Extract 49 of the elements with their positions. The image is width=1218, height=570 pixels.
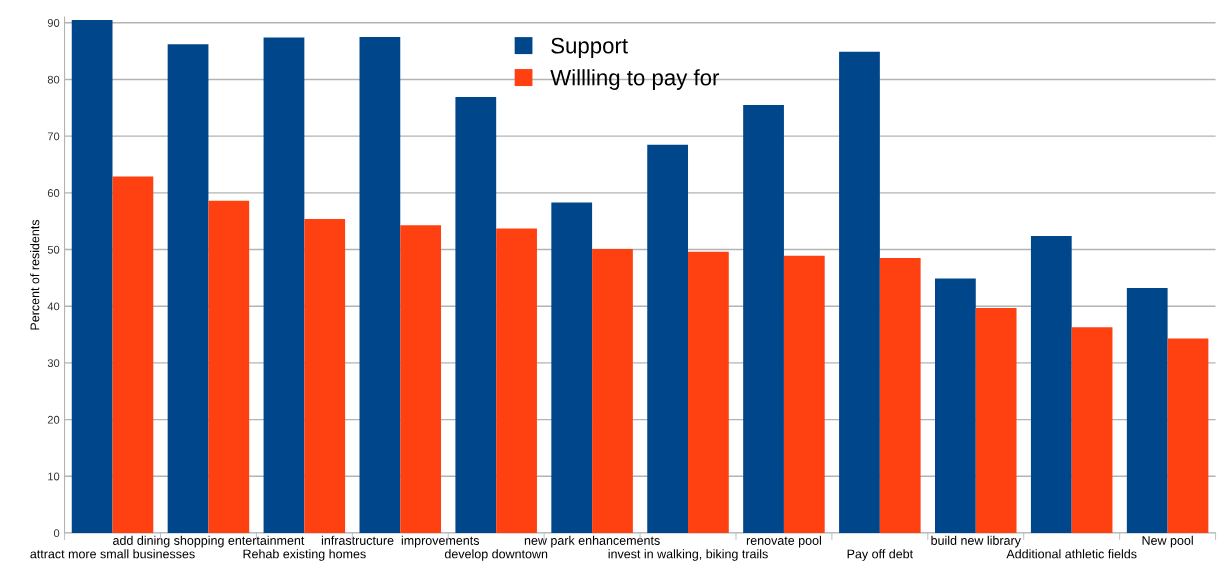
y-tick-label: 80	[47, 75, 60, 84]
bar	[1071, 327, 1113, 533]
x-tick-label: Rehab existing homes	[243, 549, 366, 561]
y-tick-label: 20	[47, 415, 60, 424]
bar	[263, 37, 305, 533]
y-tick-label: 30	[47, 359, 60, 368]
y-axis-title: Percent of residents	[30, 219, 40, 330]
y-tick-label: 40	[47, 302, 60, 311]
bar	[1126, 288, 1168, 533]
bar	[783, 255, 825, 533]
x-tick-label: renovate pool	[746, 535, 821, 548]
x-tick-label: develop downtown	[444, 549, 548, 561]
bar	[400, 225, 442, 533]
y-tick-label: 70	[47, 132, 60, 141]
bar	[496, 228, 537, 533]
x-tick-label: infrastructure improvements	[321, 535, 480, 548]
bar	[551, 202, 593, 533]
bar	[935, 278, 976, 533]
x-tick-label: add dining shopping entertainment	[113, 535, 305, 548]
bar	[167, 44, 209, 533]
x-tick-label: New pool	[1142, 535, 1193, 548]
legend-label: Support	[551, 37, 628, 58]
bar	[304, 218, 346, 533]
x-tick-label: Pay off debt	[847, 549, 914, 561]
bar	[839, 51, 880, 533]
y-tick-label: 60	[47, 189, 60, 197]
y-tick-label: 10	[48, 472, 60, 481]
bar	[71, 19, 113, 533]
bar	[592, 248, 633, 533]
bar	[208, 200, 250, 533]
bar	[1167, 338, 1209, 533]
x-tick-label: build new library	[931, 535, 1021, 548]
bar	[1030, 235, 1072, 533]
bar	[975, 307, 1017, 533]
bar	[112, 176, 154, 533]
bar	[359, 36, 401, 533]
x-tick-label: invest in walking, biking trails	[608, 549, 768, 561]
y-tick-label: 0	[53, 529, 60, 538]
x-tick-label: Additional athletic fields	[1006, 549, 1137, 559]
y-tick-label: 50	[47, 245, 60, 254]
bar	[743, 104, 784, 533]
x-tick-label: attract more small businesses	[30, 549, 195, 559]
bar	[455, 97, 497, 533]
x-tick-label: new park enhancements	[524, 535, 660, 548]
bar	[688, 251, 729, 533]
bar	[879, 258, 921, 533]
legend-label: Willling to pay for	[550, 69, 720, 90]
bar	[647, 144, 689, 533]
y-tick-label: 90	[47, 19, 60, 27]
